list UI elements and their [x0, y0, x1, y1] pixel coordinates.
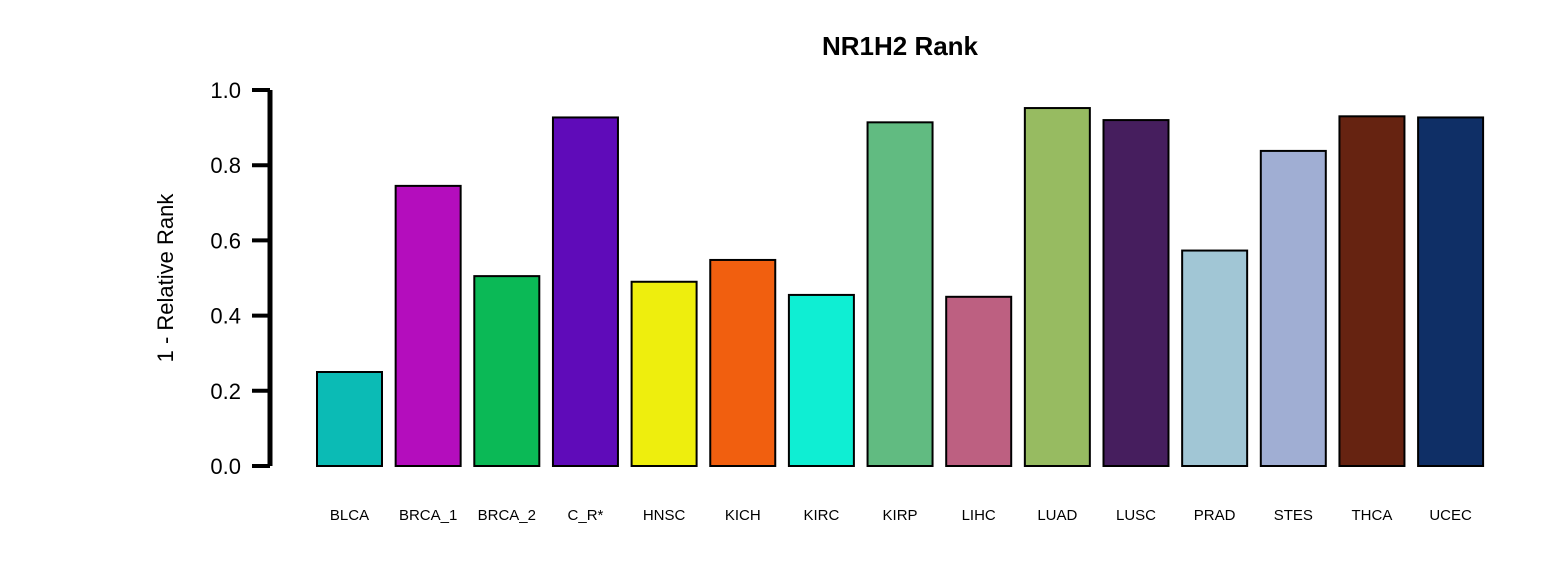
x-tick-label: BRCA_1	[399, 507, 457, 524]
bar-kirp	[866, 121, 934, 467]
bar-kich	[709, 258, 777, 467]
y-tick-label: 0.4	[210, 304, 241, 329]
y-axis-ticks: 0.0 0.2 0.4 0.6 0.8 1.0	[210, 78, 270, 479]
y-tick-label: 0.2	[210, 379, 241, 404]
y-tick-label: 0.6	[210, 228, 241, 253]
x-tick-label: KIRC	[803, 507, 839, 524]
x-tick-label: LUSC	[1116, 507, 1156, 524]
bar-kirc	[787, 293, 855, 468]
bars-group	[316, 107, 1485, 468]
bar-thca	[1338, 115, 1406, 467]
bar-c-r-	[551, 116, 619, 467]
x-tick-label: PRAD	[1194, 507, 1236, 524]
bar-hnsc	[630, 280, 698, 468]
x-tick-label: BRCA_2	[478, 507, 536, 524]
bar-luad	[1023, 107, 1091, 467]
bar-brca-1	[394, 184, 462, 467]
bar-stes	[1259, 149, 1327, 468]
bar-lusc	[1102, 119, 1170, 468]
chart-title: NR1H2 Rank	[822, 31, 979, 61]
x-tick-label: THCA	[1352, 507, 1393, 524]
bar-blca	[316, 371, 383, 467]
x-axis-tick-labels: BLCA BRCA_1 BRCA_2 C_R* HNSC KICH KIRC KIRP LIHC…	[330, 507, 1472, 524]
y-axis-label: 1 - Relative Rank	[153, 193, 178, 363]
bar-lihc	[945, 295, 1013, 467]
x-tick-label: C_R*	[568, 507, 604, 524]
x-tick-label: KIRP	[883, 507, 918, 524]
x-tick-label: BLCA	[330, 507, 369, 524]
x-tick-label: LIHC	[962, 507, 996, 524]
y-tick-label: 1.0	[210, 78, 241, 103]
y-tick-label: 0.8	[210, 153, 241, 178]
x-tick-label: UCEC	[1429, 507, 1472, 524]
y-tick-label: 0.0	[210, 454, 241, 479]
bar-prad	[1181, 249, 1249, 467]
x-tick-label: LUAD	[1037, 507, 1077, 524]
x-tick-label: KICH	[725, 507, 761, 524]
x-tick-label: STES	[1274, 507, 1313, 524]
bar-ucec	[1417, 116, 1485, 467]
bar-brca-2	[473, 275, 541, 467]
x-tick-label: HNSC	[643, 507, 686, 524]
